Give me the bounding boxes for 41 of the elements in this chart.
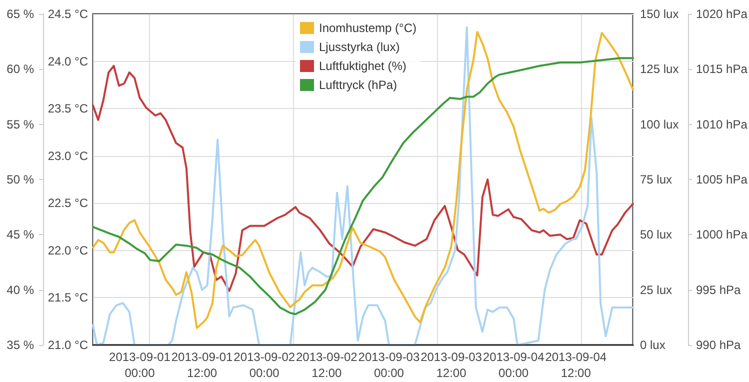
y2-tick-label: 75 lux — [640, 172, 672, 186]
y2-tick-label: 25 lux — [640, 282, 672, 297]
y-tick-label: 23.5 °C — [48, 102, 88, 116]
y2-tick-label: 150 lux — [640, 7, 679, 21]
y2-tick-label: 100 lux — [640, 117, 679, 132]
y3-tick-label: 65 % — [6, 7, 34, 21]
x-tick-label: 2013-09-02 00:00 — [234, 350, 296, 380]
y3-tick-label: 35 % — [6, 338, 34, 352]
x-tick-label: 2013-09-02 12:00 — [296, 350, 358, 380]
y-tick-label: 995 hPa — [696, 282, 742, 297]
y-tick-label: 23.0 °C — [48, 148, 88, 163]
x-tick-label: 2013-09-04 00:00 — [482, 350, 545, 380]
legend-label: Ljusstyrka (lux) — [319, 40, 400, 54]
y-tick-label: 1005 hPa — [696, 172, 748, 186]
y3-tick-label: 55 % — [6, 117, 34, 132]
legend-label: Luftfuktighet (%) — [319, 59, 406, 73]
y-tick-label: 21.5 °C — [48, 290, 88, 305]
legend-label: Lufttryck (hPa) — [319, 78, 398, 92]
y-tick-label: 1015 hPa — [696, 62, 748, 76]
y3-tick-label: 40 % — [6, 282, 34, 297]
y-tick-label: 24.5 °C — [48, 7, 88, 21]
y-tick-label: 24.0 °C — [48, 54, 88, 68]
x-tick-label: 2013-09-01 12:00 — [171, 350, 234, 380]
y3-tick-label: 50 % — [6, 172, 34, 186]
y-tick-label: 22.0 °C — [48, 243, 88, 258]
y2-tick-label: 125 lux — [640, 62, 679, 76]
y3-tick-label: 45 % — [6, 228, 34, 242]
x-tick-label: 2013-09-03 00:00 — [358, 350, 420, 380]
x-tick-label: 2013-09-04 12:00 — [545, 350, 607, 380]
y3-tick-label: 60 % — [6, 62, 34, 76]
x-tick-label: 2013-09-01 00:00 — [109, 350, 171, 380]
y-tick-label: 990 hPa — [696, 338, 742, 352]
x-tick-label: 2013-09-03 12:00 — [420, 350, 482, 380]
y-tick-label: 1020 hPa — [696, 7, 748, 21]
y-tick-label: 22.5 °C — [48, 196, 88, 210]
legend-label: Inomhustemp (°C) — [319, 21, 416, 35]
y-tick-label: 1010 hPa — [696, 117, 748, 132]
y2-tick-label: 0 lux — [640, 338, 666, 352]
y-tick-label: 1000 hPa — [696, 228, 748, 242]
y2-tick-label: 50 lux — [640, 228, 672, 242]
y-tick-label: 21.0 °C — [48, 338, 88, 352]
